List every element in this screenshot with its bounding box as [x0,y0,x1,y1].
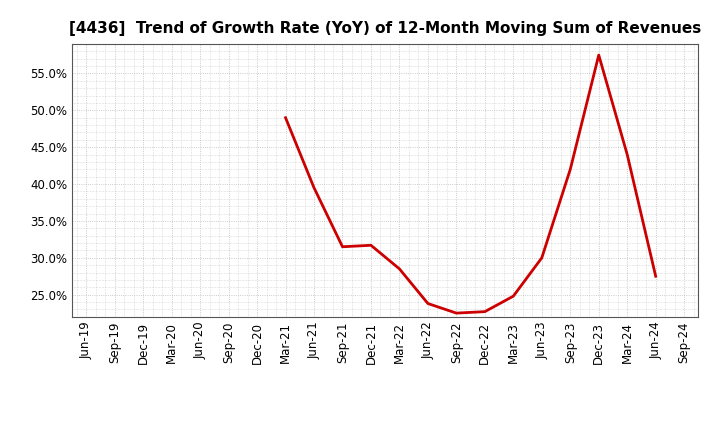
Title: [4436]  Trend of Growth Rate (YoY) of 12-Month Moving Sum of Revenues: [4436] Trend of Growth Rate (YoY) of 12-… [69,21,701,36]
